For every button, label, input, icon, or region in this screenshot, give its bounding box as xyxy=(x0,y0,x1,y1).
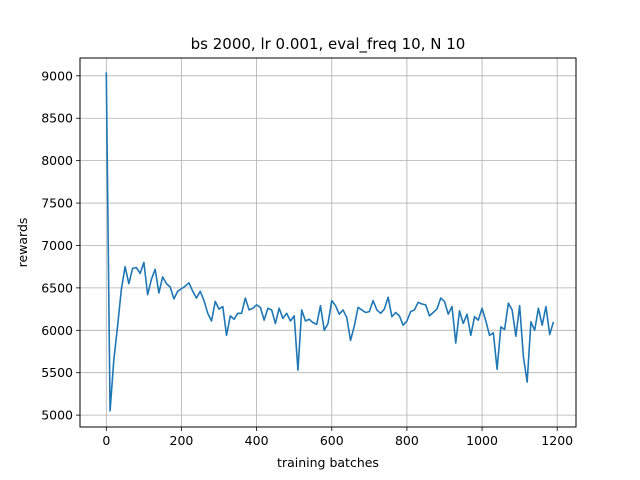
x-axis-label: training batches xyxy=(277,455,379,470)
y-tick-label: 5000 xyxy=(41,408,73,423)
y-tick-label: 9000 xyxy=(41,68,73,83)
y-tick-label: 5500 xyxy=(41,365,73,380)
x-tick-label: 200 xyxy=(170,433,194,448)
x-tick-label: 1000 xyxy=(466,433,498,448)
y-tick-label: 7000 xyxy=(41,238,73,253)
y-tick-label: 6000 xyxy=(41,323,73,338)
grid xyxy=(80,58,576,427)
y-tick-label: 8000 xyxy=(41,153,73,168)
x-tick-label: 800 xyxy=(395,433,419,448)
y-tick-label: 6500 xyxy=(41,280,73,295)
y-axis-label: rewards xyxy=(15,218,30,268)
plot-frame xyxy=(79,57,577,428)
y-tick-label: 7500 xyxy=(41,196,73,211)
x-tick-label: 1200 xyxy=(541,433,573,448)
x-tick-label: 0 xyxy=(102,433,110,448)
series-layer xyxy=(105,72,555,412)
x-tick-label: 400 xyxy=(245,433,269,448)
y-tick-label: 8500 xyxy=(41,111,73,126)
x-tick-label: 600 xyxy=(320,433,344,448)
ticks: 0 200 400 600 800 1000 1200 5000 5500 6000 6500 700… xyxy=(41,68,573,448)
chart-title: bs 2000, lr 0.001, eval_freq 10, N 10 xyxy=(191,35,466,54)
series-line xyxy=(105,72,555,412)
